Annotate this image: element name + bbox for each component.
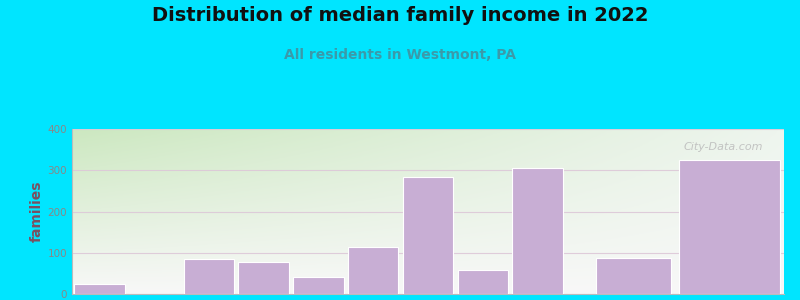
- Y-axis label: families: families: [30, 181, 43, 242]
- Text: City-Data.com: City-Data.com: [683, 142, 762, 152]
- Bar: [184, 259, 234, 294]
- Bar: [512, 168, 562, 294]
- Bar: [294, 277, 344, 294]
- Bar: [74, 284, 125, 294]
- Text: Distribution of median family income in 2022: Distribution of median family income in …: [152, 6, 648, 25]
- Bar: [679, 160, 780, 294]
- Bar: [458, 270, 508, 294]
- Bar: [403, 177, 453, 294]
- Bar: [595, 258, 671, 294]
- Text: All residents in Westmont, PA: All residents in Westmont, PA: [284, 48, 516, 62]
- Bar: [238, 262, 289, 294]
- Bar: [348, 247, 398, 294]
